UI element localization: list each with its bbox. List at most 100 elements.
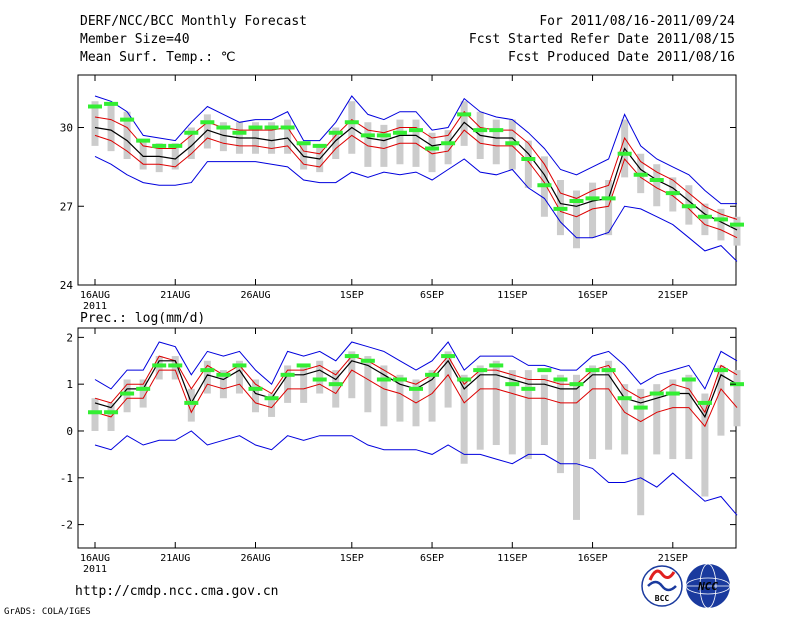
member-marker <box>521 386 536 391</box>
spread-box <box>701 203 709 236</box>
member-marker <box>457 377 472 382</box>
spread-box <box>107 103 115 152</box>
spread-box <box>717 208 725 241</box>
spread-box <box>701 393 709 497</box>
spread-box <box>573 374 580 520</box>
x-tick-label: 16SEP <box>577 553 607 564</box>
spread-box <box>252 379 259 413</box>
spread-box <box>187 388 195 422</box>
y-tick-label: 27 <box>60 200 73 213</box>
spread-box <box>300 365 308 403</box>
member-marker <box>697 400 712 405</box>
member-marker <box>569 382 584 387</box>
spread-box <box>187 127 195 159</box>
x-tick-label: 16SEP <box>577 290 607 301</box>
spread-box <box>380 365 388 427</box>
y-tick-label: 0 <box>66 425 73 438</box>
member-marker <box>184 130 199 135</box>
member-marker <box>521 157 536 161</box>
x-tick-label: 26AUG <box>240 290 270 301</box>
x-tick-label: 16AUG <box>80 290 110 301</box>
x-tick-label: 11SEP <box>497 553 527 564</box>
spread-box <box>540 374 548 446</box>
member-marker <box>409 128 423 133</box>
precip-label: Prec.: log(mm/d) <box>80 311 205 326</box>
spread-box <box>123 379 131 413</box>
member-marker <box>184 400 199 405</box>
grads-credit: GrADS: COLA/IGES <box>4 607 91 617</box>
spread-box <box>155 143 163 173</box>
spread-box <box>428 370 436 422</box>
member-marker <box>376 133 391 138</box>
spread-box <box>589 365 597 460</box>
member-marker <box>168 363 183 368</box>
spread-box <box>444 130 452 165</box>
spread-box <box>203 114 211 149</box>
spread-box <box>171 356 179 380</box>
member-marker <box>136 386 151 391</box>
member-marker <box>713 368 728 373</box>
spread-box <box>653 164 661 207</box>
spread-box <box>316 360 324 394</box>
member-marker <box>104 410 119 415</box>
member-marker <box>730 222 744 227</box>
member-marker <box>392 377 407 382</box>
plot-frame <box>77 74 737 286</box>
min-envelope-line <box>94 155 738 262</box>
spread-box <box>203 360 211 394</box>
member-marker <box>537 183 552 188</box>
member-marker <box>136 138 151 143</box>
member-marker <box>88 410 102 415</box>
member-marker <box>505 382 520 387</box>
figure-title: DERF/NCC/BCC Monthly Forecast <box>80 14 307 29</box>
min-envelope-line <box>94 430 738 516</box>
plot-frame <box>77 327 737 549</box>
spread-box <box>91 398 99 431</box>
member-marker <box>248 386 263 391</box>
spread-box <box>219 122 227 152</box>
spread-box <box>219 370 227 399</box>
y-tick-label: 1 <box>66 378 73 391</box>
spread-box <box>733 216 741 246</box>
spread-box <box>444 351 452 408</box>
member-marker <box>665 191 680 196</box>
spread-box <box>669 379 677 460</box>
spread-box <box>492 119 500 165</box>
fcst-produced-date: Fcst Produced Date 2011/08/16 <box>508 50 735 65</box>
spread-box <box>524 370 532 460</box>
member-marker <box>344 354 359 359</box>
member-marker <box>713 217 728 222</box>
bcc-logo-text: BCC <box>655 594 670 603</box>
member-marker <box>633 172 648 177</box>
member-marker <box>328 130 343 135</box>
spread-box <box>123 111 131 159</box>
spread-box <box>685 374 693 460</box>
lower-spread-line <box>94 129 738 239</box>
member-marker <box>681 377 696 382</box>
y-tick-label: 30 <box>60 122 73 135</box>
member-marker <box>425 372 440 377</box>
member-marker <box>296 141 311 146</box>
spread-box <box>653 384 661 455</box>
y-tick-label: 24 <box>60 279 74 292</box>
member-marker <box>104 101 119 106</box>
spread-box <box>235 360 243 394</box>
member-marker <box>216 372 231 377</box>
spread-box <box>284 119 292 154</box>
member-marker <box>88 104 102 109</box>
max-envelope-line <box>94 341 738 390</box>
spread-box <box>364 122 372 167</box>
x-tick-label: 21AUG <box>160 553 190 564</box>
member-marker <box>216 125 231 130</box>
member-size: Member Size=40 <box>80 32 190 47</box>
spread-box <box>428 132 436 173</box>
member-marker <box>328 382 343 387</box>
spread-box <box>605 180 613 236</box>
spread-box <box>589 182 597 238</box>
max-envelope-line <box>94 95 737 205</box>
member-marker <box>585 196 600 201</box>
x-tick-label: 16AUG <box>80 553 110 564</box>
spread-box <box>348 351 356 399</box>
x-tick-label: 21SEP <box>658 553 688 564</box>
y-tick-label: 2 <box>66 331 73 344</box>
